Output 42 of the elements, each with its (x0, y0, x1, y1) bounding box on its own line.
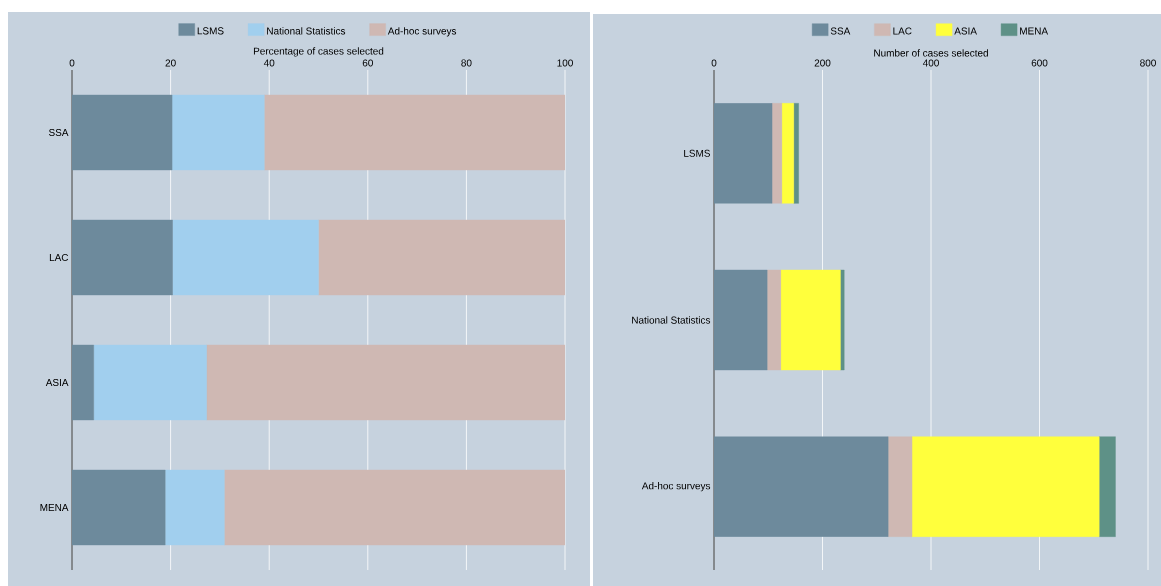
x-tick-label: 0 (69, 59, 75, 67)
bar (172, 219, 319, 296)
bar (171, 94, 265, 171)
legend-label: ASIA (954, 27, 977, 35)
legend-label: LSMS (197, 27, 224, 35)
x-tick-label: 20 (165, 59, 176, 67)
bar (887, 436, 913, 537)
bar (164, 469, 225, 546)
x-tick-label: 800 (1140, 59, 1156, 67)
x-tick-label: 80 (461, 59, 472, 67)
y-tick-label: LSMS (684, 149, 711, 157)
bar (840, 269, 845, 371)
y-tick-label: Ad-hoc surveys (641, 482, 711, 492)
y-tick-label: National Statistics (632, 316, 711, 324)
bar (766, 269, 781, 371)
x-tick-label: 40 (263, 59, 275, 67)
legend-label: SSA (830, 27, 851, 35)
bar (793, 103, 799, 204)
bar (1098, 436, 1116, 537)
y-tick-label: SSA (49, 128, 69, 137)
y-tick-label: LAC (49, 253, 69, 262)
y-tick-label: ASIA (45, 378, 69, 387)
bar (911, 436, 1100, 537)
x-tick-label: 200 (814, 59, 831, 67)
x-axis-title: Number of cases selected (874, 49, 988, 57)
legend-label: Ad-hoc surveys (387, 27, 457, 37)
x-axis-title: Percentage of cases selected (253, 47, 384, 57)
bar (714, 436, 889, 537)
x-tick-label: 600 (1031, 59, 1048, 67)
bar (781, 103, 794, 204)
x-tick-label: 0 (711, 59, 717, 67)
bar (780, 269, 841, 371)
x-tick-label: 100 (557, 59, 573, 67)
bar (714, 269, 768, 371)
x-tick-label: 60 (362, 59, 373, 67)
bar (93, 344, 207, 421)
y-tick-label: MENA (40, 504, 69, 511)
legend-label: National Statistics (267, 27, 346, 35)
legend-label: MENA (1020, 27, 1049, 35)
bar (714, 103, 773, 204)
x-tick-label: 400 (922, 59, 939, 67)
legend-label: LAC (893, 27, 912, 35)
